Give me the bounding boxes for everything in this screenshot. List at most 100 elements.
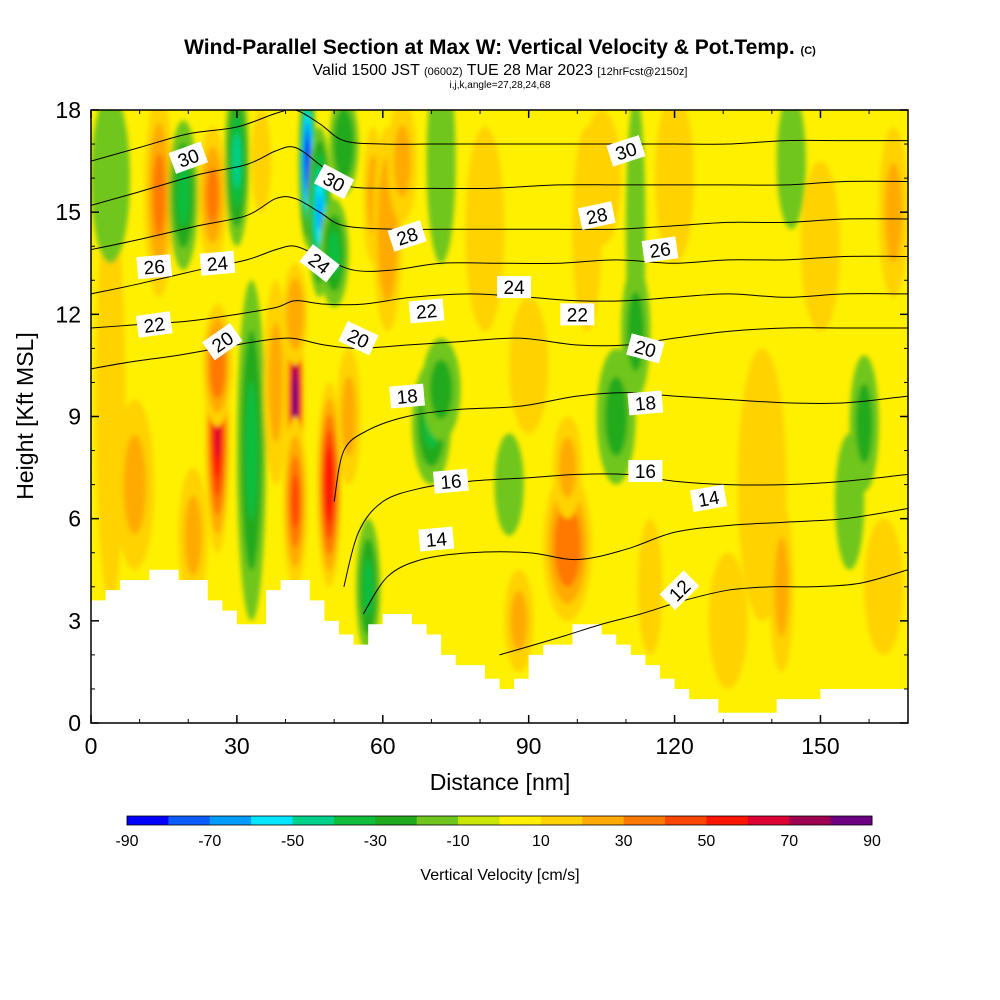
colorbar-tick-label: 70 [780, 833, 798, 850]
contour-label: 14 [418, 526, 455, 552]
w-cell [393, 125, 411, 197]
colorbar-swatch [209, 816, 252, 825]
colorbar-swatch [540, 816, 583, 825]
contour-label-text: 24 [206, 253, 229, 276]
w-cell [268, 322, 283, 443]
w-cell [855, 383, 873, 464]
valid-utc: (0600Z) [424, 66, 463, 78]
x-axis-label: Distance [nm] [430, 769, 571, 795]
contour-label-text: 26 [648, 239, 672, 263]
contour-label-text: 14 [425, 529, 448, 552]
y-axis-label: Height [Kft MSL] [12, 332, 38, 499]
colorbar-swatch [499, 816, 542, 825]
w-cell [123, 434, 147, 535]
w-cell [801, 161, 840, 332]
title-text: Wind-Parallel Section at Max W: Vertical… [184, 36, 795, 59]
theta-contour-30 [91, 110, 908, 162]
x-tick-label: 90 [516, 733, 542, 759]
w-cell [494, 433, 524, 536]
contour-label: 18 [389, 383, 425, 409]
grid-indices: i,j,k,angle=27,28,24,68 [449, 80, 551, 91]
w-cell [426, 110, 456, 264]
contour-label: 30 [606, 135, 646, 167]
terrain [91, 569, 908, 723]
contour-label: 22 [560, 303, 595, 326]
contour-label: 28 [577, 201, 616, 230]
colorbar-swatch [292, 816, 335, 825]
colorbar-tick-label: 30 [615, 833, 633, 850]
w-cell [554, 505, 581, 587]
y-tick-label: 3 [68, 608, 81, 634]
theta-contour-24 [91, 245, 908, 295]
colorbar-tick-label: -50 [281, 833, 304, 850]
colorbar-swatch [375, 816, 418, 825]
colorbar-swatch [665, 816, 707, 825]
axes: 0 30 60 90 120 150 0 3 6 9 12 15 18 [55, 97, 908, 759]
w-cell [509, 297, 549, 434]
w-cell [510, 591, 528, 651]
w-cell [153, 153, 166, 238]
chart-header: Wind-Parallel Section at Max W: Vertical… [0, 36, 1000, 91]
theta-contour-12 [499, 569, 908, 656]
contour-label: 16 [628, 459, 663, 483]
contour-label: 30 [168, 141, 208, 174]
colorbar-swatch [582, 816, 625, 825]
w-cell [293, 371, 298, 428]
contour-label-text: 16 [635, 462, 656, 483]
contour-label-text: 18 [396, 386, 419, 409]
x-tick-label: 120 [655, 733, 693, 759]
contour-label-text: 22 [415, 301, 438, 324]
colorbar-swatch [706, 816, 749, 825]
contour-label: 14 [689, 484, 728, 513]
w-cell [638, 518, 663, 655]
y-tick-label: 6 [68, 506, 81, 532]
colorbar-swatch [789, 816, 832, 825]
w-cell [251, 110, 271, 213]
w-cell [177, 164, 190, 226]
forecast-info: [12hrFcst@2150z] [597, 66, 688, 78]
w-cell [604, 376, 628, 457]
colorbar-swatch [168, 816, 211, 825]
y-tick-label: 18 [55, 97, 81, 123]
w-cell [245, 380, 258, 521]
w-cell [305, 148, 310, 174]
w-cell [206, 167, 219, 224]
contour-label-text: 26 [143, 257, 166, 280]
theta-contour-22 [91, 293, 908, 329]
w-cell [333, 110, 355, 181]
x-tick-label: 60 [370, 733, 396, 759]
contour-label-text: 22 [143, 314, 167, 338]
w-cell [864, 518, 904, 655]
colorbar-swatch [747, 816, 790, 825]
y-tick-label: 9 [68, 404, 81, 430]
valid-time-line: Valid 1500 JST (0600Z) TUE 28 Mar 2023 [… [0, 63, 1000, 80]
colorbar-tick-label: 90 [863, 833, 881, 850]
colorbar-tick-label: 10 [532, 833, 550, 850]
colorbar-swatch [830, 816, 873, 825]
chart-title: Wind-Parallel Section at Max W: Vertical… [0, 36, 1000, 63]
w-cell [184, 495, 202, 576]
w-cell [324, 446, 334, 523]
colorbar: -90 -70 -50 -30 -10 10 30 50 70 90 [115, 815, 881, 850]
contour-label-text: 14 [697, 487, 722, 511]
x-tick-label: 150 [801, 733, 839, 759]
contour-label: 24 [199, 250, 236, 276]
w-cell [291, 474, 300, 529]
y-tick-label: 15 [55, 199, 81, 225]
contour-label: 24 [497, 276, 532, 299]
w-cell [286, 278, 304, 351]
valid-date: TUE 28 Mar 2023 [466, 62, 593, 79]
colorbar-tick-label: -30 [364, 833, 387, 850]
colorbar-swatch [623, 816, 666, 825]
x-tick-label: 30 [224, 733, 250, 759]
colorbar-swatch [416, 816, 459, 825]
y-tick-label: 0 [68, 710, 81, 736]
w-cell [776, 110, 806, 230]
w-cell [233, 133, 241, 189]
theta-contour-16 [343, 473, 908, 587]
contour-label-text: 28 [585, 205, 610, 230]
contour-label: 22 [135, 311, 173, 338]
x-tick-label: 0 [85, 733, 98, 759]
